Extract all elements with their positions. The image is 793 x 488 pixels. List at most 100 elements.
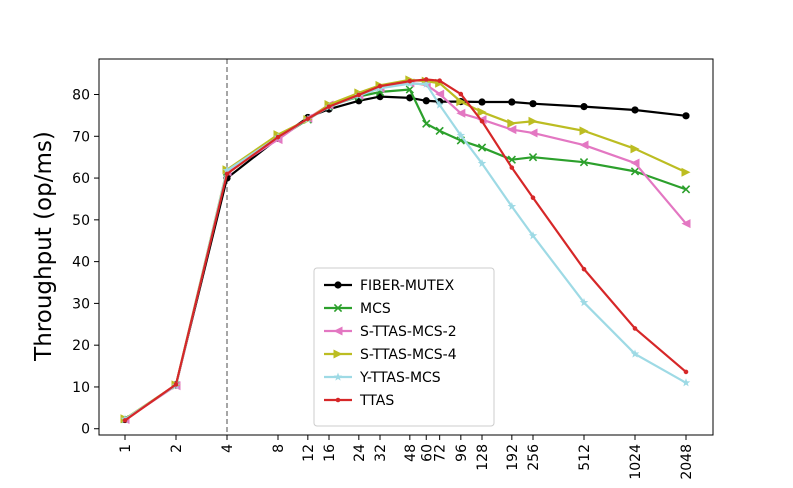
y-axis: 0 10 20 30 40 50 60 70 80 bbox=[72, 88, 99, 438]
data-point-ttas bbox=[356, 92, 362, 98]
data-point-ttas bbox=[275, 134, 281, 140]
data-point-s-ttas-mcs-2 bbox=[507, 125, 517, 135]
data-point-ttas bbox=[632, 326, 638, 331]
x-tick-label: 128 bbox=[475, 444, 491, 471]
x-tick-label: 4 bbox=[220, 444, 236, 453]
data-point-ttas bbox=[173, 382, 179, 387]
y-tick-label: 80 bbox=[72, 88, 90, 104]
legend-entry-mcs: MCS bbox=[324, 301, 391, 317]
x-tick-label: 24 bbox=[352, 444, 368, 462]
y-tick-label: 10 bbox=[72, 380, 90, 396]
x-tick-label: 1 bbox=[118, 444, 134, 453]
legend-entry-s-ttas-mcs-2: S-TTAS-MCS-2 bbox=[324, 324, 457, 340]
data-point-ttas bbox=[437, 78, 442, 84]
data-point-s-ttas-mcs-2 bbox=[435, 89, 445, 99]
x-tick-label: 32 bbox=[373, 444, 389, 462]
legend-marker bbox=[333, 326, 343, 336]
data-point-ttas bbox=[326, 104, 332, 109]
data-point-ttas bbox=[423, 77, 429, 82]
x-tick-label: 1024 bbox=[628, 444, 644, 480]
legend-entry-ttas: TTAS bbox=[324, 393, 394, 409]
legend-marker bbox=[333, 349, 343, 359]
data-point-mcs bbox=[630, 167, 640, 176]
x-tick-label: 2 bbox=[169, 444, 185, 453]
data-point-ttas bbox=[377, 83, 383, 89]
y-tick-label: 50 bbox=[72, 213, 90, 229]
x-tick-label: 72 bbox=[433, 444, 449, 462]
data-point-s-ttas-mcs-4 bbox=[630, 144, 640, 154]
legend-label: Y-TTAS-MCS bbox=[359, 370, 441, 386]
data-point-fiber-mutex bbox=[682, 112, 690, 120]
legend-label: TTAS bbox=[359, 393, 394, 409]
legend-marker bbox=[334, 281, 342, 289]
series-layer bbox=[120, 75, 691, 425]
data-point-fiber-mutex bbox=[529, 100, 537, 108]
y-tick-label: 0 bbox=[81, 422, 90, 438]
x-tick-label: 2048 bbox=[679, 444, 695, 480]
data-point-y-ttas-mcs bbox=[630, 349, 640, 358]
legend-marker bbox=[333, 372, 343, 381]
data-point-ttas bbox=[407, 78, 413, 84]
data-point-ttas bbox=[224, 171, 230, 177]
data-point-s-ttas-mcs-2 bbox=[579, 140, 589, 150]
x-tick-label: 16 bbox=[322, 444, 338, 462]
legend-entry-s-ttas-mcs-4: S-TTAS-MCS-4 bbox=[324, 347, 457, 363]
data-point-ttas bbox=[305, 116, 311, 122]
data-point-y-ttas-mcs bbox=[477, 158, 487, 168]
plot-frame bbox=[98, 58, 714, 436]
legend-label: MCS bbox=[360, 301, 391, 317]
data-point-ttas bbox=[581, 266, 587, 272]
legend-label: S-TTAS-MCS-2 bbox=[360, 324, 457, 340]
y-tick-label: 20 bbox=[72, 338, 90, 354]
data-point-mcs bbox=[579, 158, 589, 167]
data-point-mcs bbox=[681, 185, 691, 194]
data-point-fiber-mutex bbox=[406, 94, 414, 102]
data-point-s-ttas-mcs-2 bbox=[456, 108, 466, 118]
x-tick-label: 12 bbox=[301, 444, 317, 462]
data-point-fiber-mutex bbox=[508, 98, 516, 106]
y-tick-label: 30 bbox=[72, 296, 90, 312]
data-point-fiber-mutex bbox=[478, 98, 486, 106]
legend-label: S-TTAS-MCS-4 bbox=[360, 347, 457, 363]
legend-box bbox=[313, 267, 495, 427]
y-tick-label: 70 bbox=[72, 129, 90, 145]
data-point-ttas bbox=[683, 369, 689, 375]
data-point-ttas bbox=[479, 118, 485, 124]
legend: FIBER-MUTEX MCS S-TTAS-MCS-2 S-TTAS-MCS-4 Y-… bbox=[313, 267, 495, 427]
legend-marker bbox=[333, 303, 343, 313]
legend-label: FIBER-MUTEX bbox=[360, 278, 455, 294]
data-point-mcs bbox=[477, 143, 487, 152]
legend-entry-y-ttas-mcs: Y-TTAS-MCS bbox=[324, 370, 441, 386]
x-tick-label: 8 bbox=[271, 444, 287, 453]
x-tick-label: 512 bbox=[577, 444, 593, 471]
data-point-s-ttas-mcs-2 bbox=[528, 128, 538, 138]
data-point-mcs bbox=[528, 153, 538, 162]
x-tick-label: 192 bbox=[505, 444, 521, 471]
x-tick-label: 48 bbox=[403, 444, 419, 462]
data-point-mcs bbox=[435, 126, 444, 136]
data-point-y-ttas-mcs bbox=[421, 79, 431, 88]
data-point-s-ttas-mcs-4 bbox=[456, 97, 466, 107]
data-point-y-ttas-mcs bbox=[528, 231, 538, 240]
data-point-s-ttas-mcs-4 bbox=[528, 116, 538, 126]
data-point-ttas bbox=[122, 418, 128, 423]
data-point-s-ttas-mcs-4 bbox=[579, 126, 589, 136]
data-point-y-ttas-mcs bbox=[681, 378, 691, 387]
data-point-fiber-mutex bbox=[422, 97, 430, 105]
y-tick-label: 40 bbox=[72, 255, 90, 271]
data-point-s-ttas-mcs-2 bbox=[630, 158, 640, 168]
data-point-s-ttas-mcs-4 bbox=[477, 107, 487, 117]
y-axis-label: Throughput (op/ms) bbox=[31, 131, 57, 362]
data-point-y-ttas-mcs bbox=[456, 130, 466, 140]
legend-entry-fiber-mutex: FIBER-MUTEX bbox=[324, 278, 455, 294]
series-line-ttas bbox=[124, 78, 687, 422]
y-tick-label: 60 bbox=[72, 171, 90, 187]
data-point-y-ttas-mcs bbox=[222, 166, 232, 175]
data-point-fiber-mutex bbox=[631, 106, 639, 114]
x-tick-label: 96 bbox=[454, 444, 470, 462]
data-point-s-ttas-mcs-2 bbox=[681, 219, 691, 229]
x-tick-label: 60 bbox=[419, 444, 435, 462]
data-point-ttas bbox=[530, 195, 536, 201]
